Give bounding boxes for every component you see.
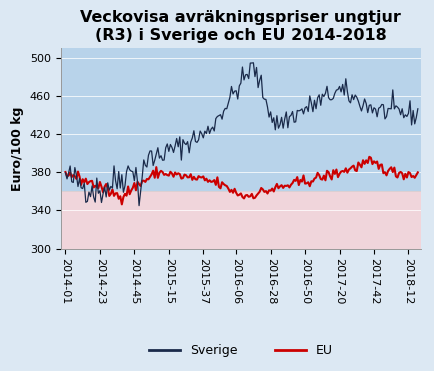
- Bar: [61, 191, 421, 249]
- Legend: Sverige, EU: Sverige, EU: [144, 339, 338, 362]
- Title: Veckovisa avräkningspriser ungtjur
(R3) i Sverige och EU 2014-2018: Veckovisa avräkningspriser ungtjur (R3) …: [80, 10, 401, 43]
- Y-axis label: Euro/100 kg: Euro/100 kg: [11, 106, 24, 191]
- Bar: [61, 48, 421, 191]
